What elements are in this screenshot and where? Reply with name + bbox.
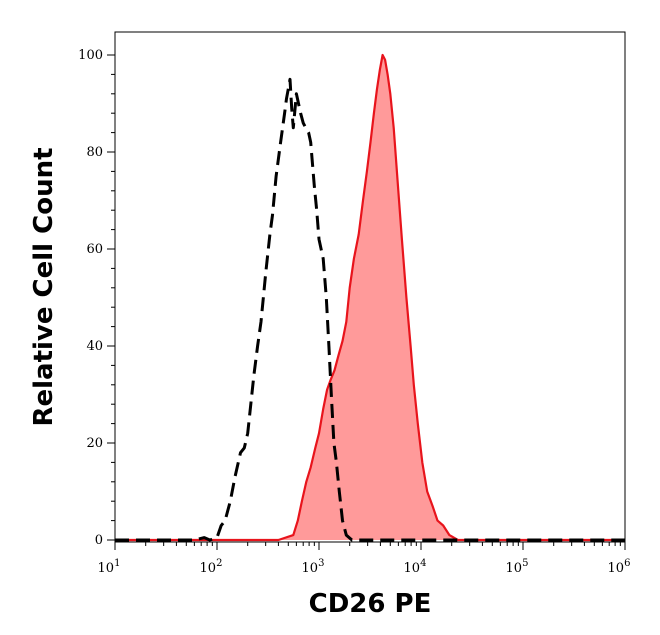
y-axis: 0 20 40 60 80 100 [78,48,115,548]
x-tick-label: 101 [98,558,121,576]
series-layer [115,53,625,542]
y-tick-label: 20 [86,436,103,451]
stained-histogram-line [115,53,625,542]
y-tick-label: 0 [95,533,103,548]
y-tick-label: 40 [86,339,103,354]
control-histogram-dashed-line [115,77,625,542]
stained-histogram-fill [115,55,625,540]
x-tick-label: 103 [302,558,325,576]
plot-frame [114,31,626,543]
x-tick-label: 105 [506,558,529,576]
y-tick-label: 100 [78,48,103,63]
y-axis-title: Relative Cell Count [29,147,59,426]
y-tick-label: 80 [86,145,103,160]
x-tick-label: 102 [200,558,223,576]
x-tick-label: 104 [404,558,427,576]
x-axis-title: CD26 PE [309,589,432,619]
x-tick-label: 106 [608,558,631,576]
y-tick-label: 60 [86,242,103,257]
x-axis: 101 102 103 104 105 106 [98,542,631,576]
